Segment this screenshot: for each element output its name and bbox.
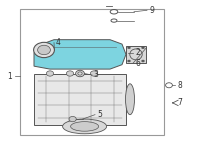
Text: 3: 3 — [94, 70, 98, 80]
Circle shape — [142, 47, 144, 49]
Circle shape — [46, 71, 54, 76]
Circle shape — [34, 42, 54, 58]
Circle shape — [76, 70, 84, 77]
Circle shape — [128, 60, 130, 62]
Ellipse shape — [63, 119, 107, 134]
Circle shape — [69, 116, 76, 122]
Ellipse shape — [71, 122, 99, 131]
Ellipse shape — [126, 84, 134, 115]
Text: 6: 6 — [136, 59, 140, 68]
Text: 4: 4 — [56, 38, 60, 47]
Circle shape — [90, 71, 98, 76]
Text: 8: 8 — [178, 81, 182, 90]
FancyBboxPatch shape — [34, 74, 126, 125]
FancyBboxPatch shape — [126, 46, 146, 63]
Polygon shape — [34, 40, 126, 69]
Circle shape — [38, 45, 50, 55]
Circle shape — [142, 60, 144, 62]
Text: 7: 7 — [178, 98, 182, 107]
Text: 1: 1 — [8, 72, 12, 81]
Text: 2: 2 — [136, 48, 140, 57]
Circle shape — [128, 47, 130, 49]
Text: 9: 9 — [150, 6, 154, 15]
Circle shape — [66, 71, 74, 76]
Text: 5: 5 — [98, 110, 102, 119]
